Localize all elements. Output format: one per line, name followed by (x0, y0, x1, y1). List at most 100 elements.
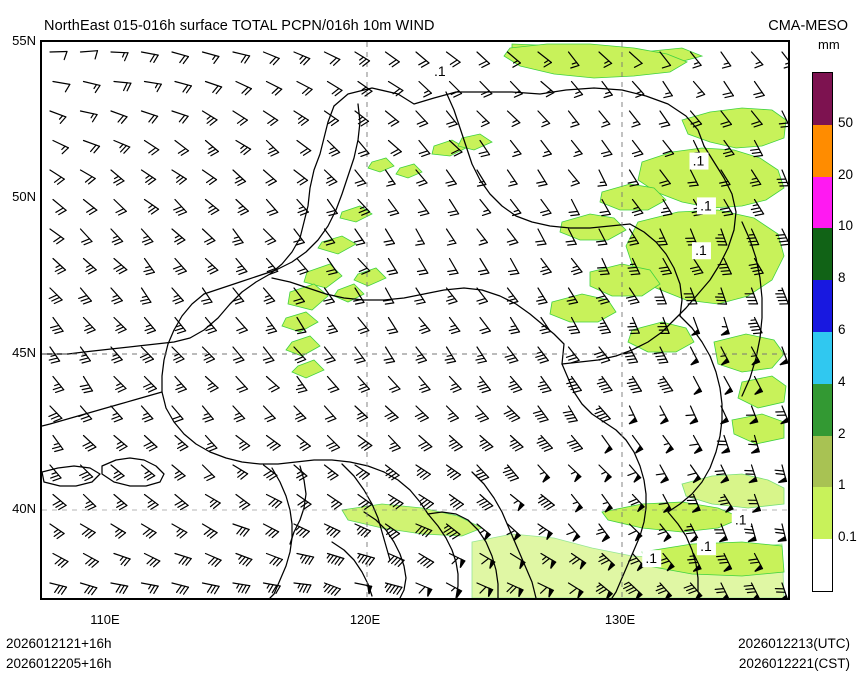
wind-barb (79, 50, 99, 60)
wind-barb (201, 405, 214, 423)
wind-barb (262, 110, 279, 126)
footer-left-line2: 2026012205+16h (6, 656, 112, 671)
wind-barb (568, 198, 580, 217)
wind-barb (49, 523, 65, 540)
wind-barb (140, 523, 157, 539)
wind-barb (326, 316, 338, 335)
wind-barb (323, 110, 340, 127)
wind-barb (714, 523, 729, 543)
wind-barb (52, 375, 65, 393)
colorbar-tick-label: 1 (838, 477, 846, 493)
contour-label: .1 (693, 153, 705, 169)
colorbar-tick-label: 2 (838, 425, 846, 441)
wind-barb (174, 434, 189, 452)
wind-barb (171, 405, 184, 423)
wind-barb (537, 110, 551, 128)
wind-barb (659, 405, 669, 425)
wind-barb (293, 51, 311, 66)
wind-barb (82, 434, 97, 452)
wind-barb (262, 169, 277, 186)
wind-barb (52, 80, 71, 93)
wind-barb (596, 287, 610, 305)
wind-barb (82, 80, 101, 94)
wind-barb (540, 552, 557, 569)
wind-barb (326, 198, 338, 217)
wind-barb (689, 110, 703, 128)
wind-barb (749, 169, 762, 187)
wind-barb (201, 110, 218, 126)
wind-barb (235, 493, 251, 510)
wind-barb (79, 169, 96, 185)
wind-barb (631, 80, 645, 98)
wind-barb (750, 346, 761, 366)
wind-barb (232, 228, 244, 246)
wind-barb (262, 228, 277, 246)
wind-barb (445, 287, 458, 305)
wind-barb (232, 523, 250, 537)
lon-label-130e: 130E (604, 612, 636, 627)
wind-barb (353, 287, 365, 305)
wind-barb (509, 198, 522, 217)
wind-barb (357, 552, 375, 566)
wind-barb (204, 80, 223, 95)
wind-barb (293, 582, 312, 594)
wind-barb (48, 346, 61, 364)
model-label: CMA-MESO (768, 18, 848, 34)
wind-barb (659, 51, 672, 69)
colorbar[interactable] (812, 72, 833, 592)
wind-barb (110, 228, 124, 246)
wind-barb (201, 169, 218, 186)
wind-barb (204, 552, 222, 567)
wind-barb (354, 346, 366, 364)
precip-shading (281, 43, 787, 598)
wind-barb (658, 110, 671, 128)
wind-barb (417, 552, 435, 569)
wind-barb (140, 169, 157, 185)
wind-barb (296, 139, 312, 156)
wind-barb (262, 523, 280, 539)
wind-barb (539, 316, 551, 335)
wind-barb (265, 493, 283, 509)
wind-barb (140, 287, 152, 305)
wind-barb (506, 110, 521, 127)
wind-barb (265, 552, 283, 567)
wind-barb (171, 346, 185, 364)
wind-barb (478, 139, 491, 158)
wind-barb (79, 464, 94, 482)
wind-barb (658, 493, 672, 513)
wind-barb (52, 257, 67, 275)
wind-barb (537, 493, 555, 511)
wind-barb (143, 198, 160, 215)
colorbar-unit-label: mm (818, 37, 840, 52)
wind-barb (326, 552, 345, 566)
wind-barb (570, 80, 584, 98)
wind-barb (683, 582, 703, 598)
wind-barb (631, 434, 644, 454)
wind-barb (719, 169, 731, 187)
wind-barb (535, 346, 549, 364)
wind-barb (143, 257, 155, 276)
wind-barb (565, 346, 580, 364)
wind-barb (204, 493, 221, 509)
colorbar-segment (813, 435, 832, 488)
wind-barb (235, 257, 248, 275)
wind-barb (357, 257, 371, 275)
wind-barb (235, 552, 253, 567)
wind-barb (720, 316, 730, 336)
wind-barb (774, 523, 787, 542)
wind-barb (414, 405, 429, 423)
wind-barb (232, 582, 251, 594)
wind-barb (49, 169, 65, 185)
wind-barb (594, 405, 611, 423)
wind-barb (723, 139, 735, 158)
wind-barb (656, 228, 668, 246)
wind-barb (201, 51, 220, 64)
map-canvas[interactable]: .1 .1 .1 .1 .1 .1 .1 (40, 40, 790, 600)
wind-barb (598, 552, 616, 571)
wind-barb (262, 346, 275, 364)
wind-barb (235, 316, 248, 334)
wind-barb (418, 316, 431, 334)
wind-barb (746, 228, 760, 246)
wind-barb (715, 287, 728, 305)
wind-barb (601, 434, 613, 454)
